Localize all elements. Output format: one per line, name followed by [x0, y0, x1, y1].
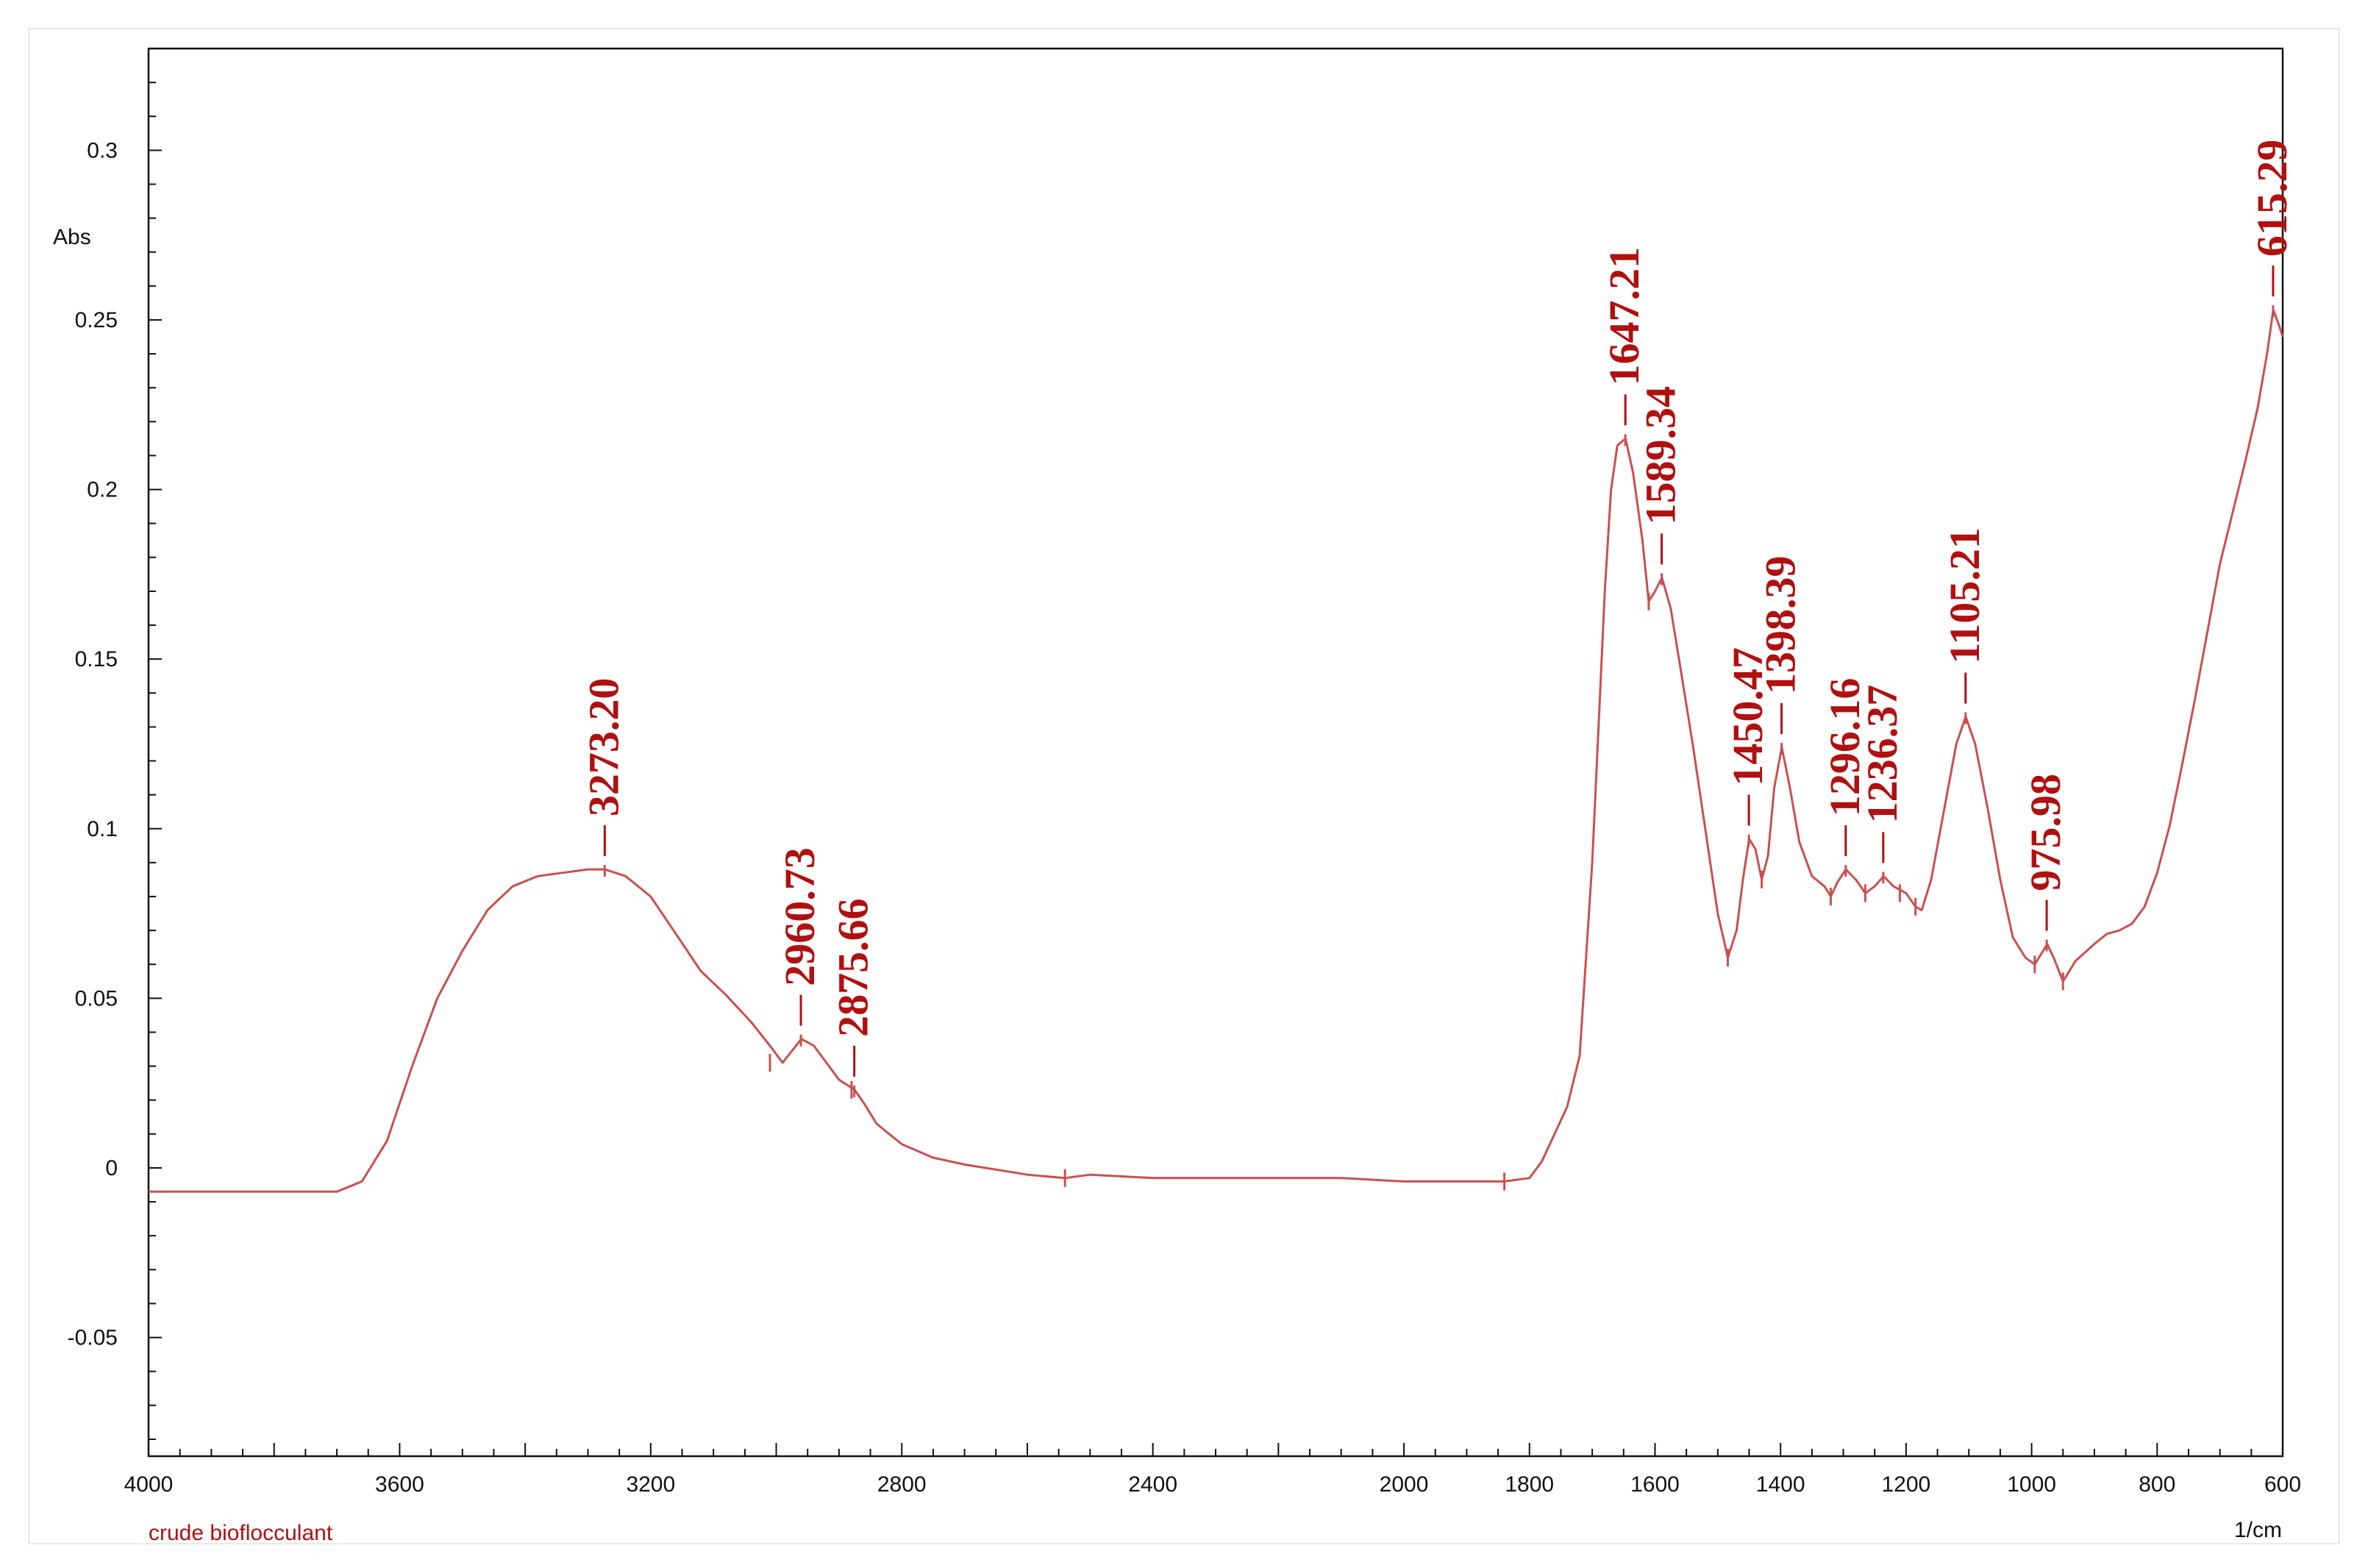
x-tick-label: 3600	[375, 1472, 424, 1497]
y-axis-ticks: -0.05 0 0.05 0.1 0.15 0.2 0.25 0.3	[68, 48, 162, 1440]
peak-label: 1296.16	[1821, 678, 1869, 817]
plot-area	[147, 47, 2284, 1458]
x-tick-label: 2800	[877, 1472, 927, 1497]
peak-annotation: 1236.37	[1858, 685, 1906, 884]
x-tick-label: 1600	[1630, 1472, 1680, 1497]
valley-marks	[768, 592, 2064, 1191]
x-tick-label: 1200	[1882, 1472, 1931, 1497]
peak-annotation: 2960.73	[776, 847, 824, 1047]
x-axis-ticks: 4000 3600 3200 2800 2400 2000 1800 1600 1400 1200…	[124, 1443, 2301, 1497]
peak-label: 1647.21	[1600, 247, 1648, 385]
y-tick-label: 0.15	[75, 647, 118, 671]
x-tick-label: 1400	[1756, 1472, 1805, 1497]
peak-annotation: 1296.16	[1821, 678, 1869, 877]
peak-label: 1105.21	[1941, 527, 1989, 663]
y-tick-label: 0	[105, 1156, 118, 1180]
peak-annotation: 1398.39	[1757, 556, 1805, 755]
x-tick-label: 800	[2139, 1472, 2175, 1497]
x-tick-label: 3200	[626, 1472, 675, 1497]
x-tick-label: 600	[2264, 1472, 2301, 1497]
chart-frame: -0.05 0 0.05 0.1 0.15 0.2 0.25 0.3 4000 3600 3200…	[28, 28, 2340, 1544]
x-tick-label: 1000	[2007, 1472, 2056, 1497]
peak-label: 2960.73	[776, 847, 824, 986]
peak-label: 615.29	[2248, 140, 2296, 257]
spectrum-plot	[149, 308, 2284, 1193]
x-axis-unit-label: 1/cm	[2234, 1518, 2282, 1542]
peak-label: 1236.37	[1858, 685, 1906, 824]
y-tick-label: 0.25	[75, 308, 118, 332]
peak-annotation: 1450.47	[1724, 647, 1772, 847]
series-line	[149, 308, 2284, 1193]
y-axis-label: Abs	[53, 225, 91, 249]
peak-annotation: 1105.21	[1941, 527, 1989, 724]
peak-annotation: 2875.66	[830, 898, 877, 1097]
peak-label: 975.98	[2022, 774, 2069, 891]
x-tick-label: 1800	[1505, 1472, 1554, 1497]
peak-annotation: 3273.20	[579, 678, 627, 877]
peak-annotation: 1647.21	[1600, 247, 1648, 446]
peak-label: 1589.34	[1637, 386, 1685, 525]
series-legend-label: crude bioflocculant	[149, 1521, 333, 1543]
peak-label: 1398.39	[1757, 556, 1805, 695]
peak-label: 2875.66	[830, 898, 877, 1037]
y-tick-label: 0.2	[87, 478, 118, 502]
x-tick-label: 4000	[124, 1472, 174, 1497]
x-tick-label: 2000	[1380, 1472, 1429, 1497]
peak-annotation: 615.29	[2248, 140, 2296, 318]
peak-label: 1450.47	[1724, 647, 1772, 786]
ftir-spectrum-chart: -0.05 0 0.05 0.1 0.15 0.2 0.25 0.3 4000 3600 3200…	[53, 47, 2301, 1543]
x-tick-label: 2400	[1128, 1472, 1177, 1497]
y-tick-label: 0.3	[87, 138, 118, 163]
peak-annotation: 1589.34	[1637, 386, 1685, 585]
y-tick-label: 0.05	[75, 986, 118, 1011]
axes	[147, 47, 2284, 1458]
y-tick-label: 0.1	[87, 817, 118, 841]
y-tick-label: -0.05	[68, 1326, 118, 1350]
peak-annotation: 975.98	[2022, 774, 2069, 952]
peak-label: 3273.20	[579, 678, 627, 817]
